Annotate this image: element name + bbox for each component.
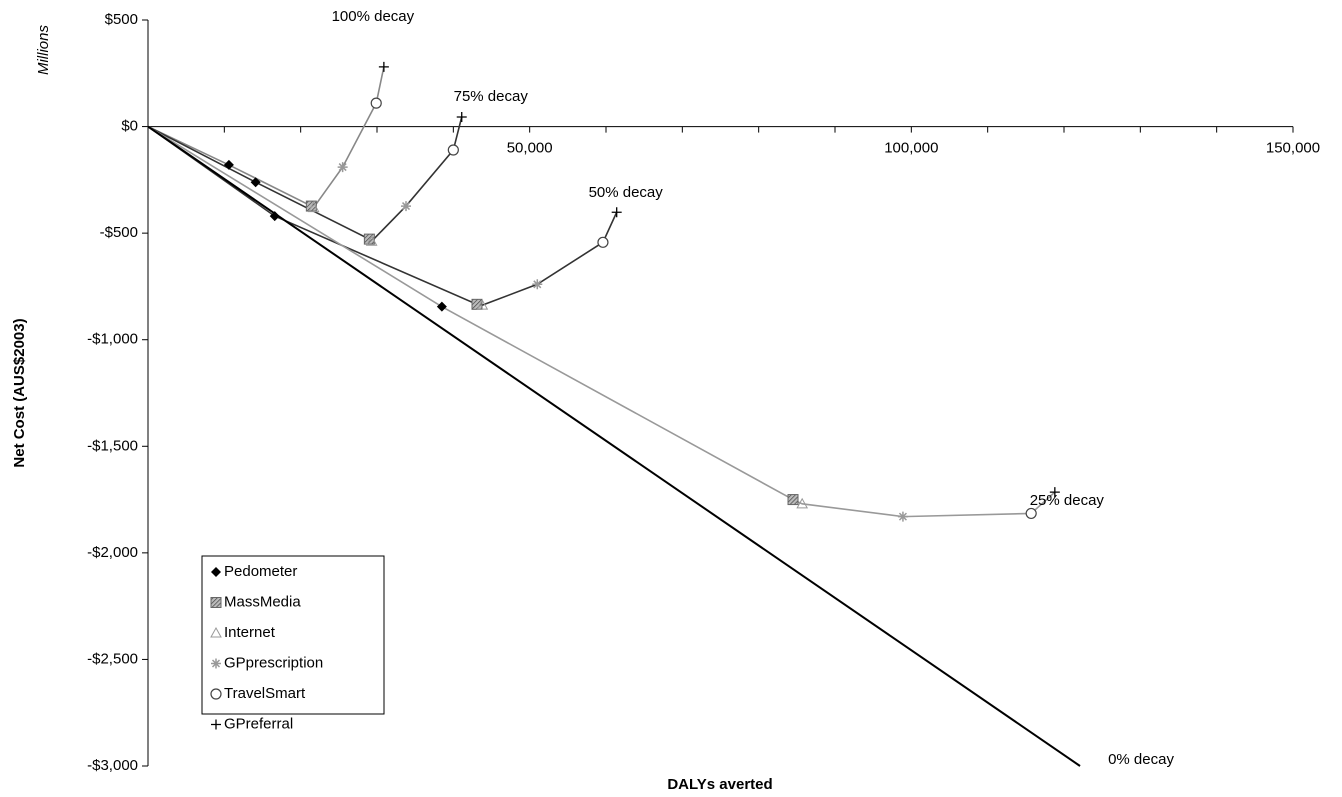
marker-triangle bbox=[796, 497, 809, 509]
series-label: 50% decay bbox=[589, 184, 664, 201]
series-line bbox=[147, 125, 1081, 767]
marker-triangle bbox=[307, 201, 320, 213]
legend-label: MassMedia bbox=[224, 593, 301, 610]
marker-plus bbox=[611, 207, 622, 218]
y-axis-title: Net Cost (AUS$2003) bbox=[11, 318, 28, 467]
y-tick-label: -$500 bbox=[100, 224, 138, 241]
marker-plus bbox=[456, 111, 467, 122]
marker-square bbox=[210, 597, 222, 608]
legend-label: GPreferral bbox=[224, 715, 293, 732]
series-label: 0% decay bbox=[1108, 751, 1174, 768]
marker-circle bbox=[210, 688, 222, 700]
marker-diamond bbox=[269, 211, 280, 222]
marker-diamond bbox=[436, 301, 447, 312]
marker-plus bbox=[211, 719, 221, 730]
legend-label: GPprescription bbox=[224, 654, 323, 671]
marker-circle bbox=[597, 236, 609, 248]
x-tick-label: 150,000 bbox=[1266, 140, 1320, 157]
legend-box bbox=[201, 555, 385, 715]
series-label: 100% decay bbox=[332, 8, 415, 25]
x-axis-title: DALYs averted bbox=[667, 776, 772, 793]
marker-diamond bbox=[250, 177, 261, 188]
y-tick-label: -$2,000 bbox=[87, 544, 138, 561]
marker-circle bbox=[447, 144, 459, 156]
x-tick-label: 50,000 bbox=[507, 140, 553, 157]
marker-circle bbox=[1025, 507, 1037, 520]
y-tick-label: -$2,500 bbox=[87, 650, 138, 667]
y-tick-label: $0 bbox=[121, 118, 138, 135]
marker-square bbox=[363, 233, 375, 245]
y-tick-label: -$1,000 bbox=[87, 331, 138, 348]
marker-square bbox=[787, 494, 799, 506]
marker-asterisk bbox=[897, 511, 908, 522]
x-tick-label: 100,000 bbox=[884, 140, 938, 157]
legend-label: Internet bbox=[224, 624, 276, 641]
marker-triangle bbox=[365, 235, 378, 246]
series-label: 75% decay bbox=[454, 88, 529, 105]
marker-plus bbox=[1049, 487, 1060, 498]
marker-diamond bbox=[211, 567, 221, 577]
marker-asterisk bbox=[401, 201, 412, 212]
y-tick-label: $500 bbox=[105, 11, 138, 28]
y-tick-label: -$1,500 bbox=[87, 437, 138, 454]
marker-diamond bbox=[223, 159, 234, 170]
y-unit: Millions bbox=[35, 24, 52, 75]
marker-plus bbox=[378, 61, 389, 72]
marker-triangle bbox=[476, 299, 489, 310]
series-label: 25% decay bbox=[1030, 492, 1105, 509]
y-tick-label: -$3,000 bbox=[87, 757, 138, 774]
legend-label: TravelSmart bbox=[224, 685, 306, 702]
legend-label: Pedometer bbox=[224, 563, 297, 580]
marker-asterisk bbox=[211, 658, 221, 669]
marker-circle bbox=[370, 97, 382, 109]
marker-triangle bbox=[210, 626, 222, 638]
marker-asterisk bbox=[337, 162, 348, 173]
marker-asterisk bbox=[532, 279, 543, 290]
